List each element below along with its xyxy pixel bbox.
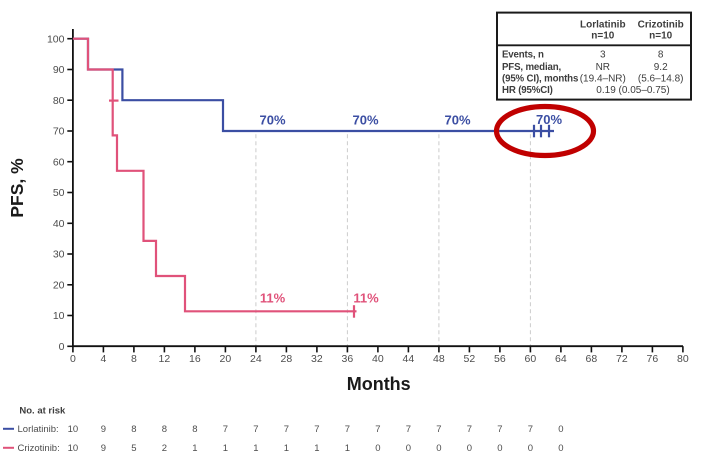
svg-text:HR (95%CI): HR (95%CI) [502,85,553,96]
svg-text:0: 0 [436,443,441,454]
svg-text:44: 44 [403,353,415,365]
svg-text:1: 1 [192,443,197,454]
svg-text:9.2: 9.2 [654,62,668,73]
svg-text:20: 20 [220,353,232,365]
svg-text:7: 7 [314,424,319,435]
svg-text:0: 0 [467,443,472,454]
svg-text:12: 12 [159,353,171,365]
svg-text:70%: 70% [259,112,285,127]
svg-text:PFS, %: PFS, % [7,158,27,218]
svg-text:0: 0 [375,443,380,454]
svg-text:80: 80 [677,353,689,365]
svg-text:60: 60 [53,156,65,168]
svg-text:3: 3 [600,50,606,61]
svg-text:70: 70 [53,126,65,138]
svg-text:64: 64 [555,353,567,365]
svg-text:70%: 70% [536,112,562,127]
svg-text:0.19 (0.05–0.75): 0.19 (0.05–0.75) [596,85,669,96]
svg-text:n=10: n=10 [649,31,673,42]
svg-text:1: 1 [253,443,258,454]
svg-text:28: 28 [281,353,293,365]
svg-text:0: 0 [497,443,502,454]
svg-text:7: 7 [436,424,441,435]
svg-text:(95% CI), months: (95% CI), months [502,74,578,85]
svg-text:(5.6–14.8): (5.6–14.8) [638,74,684,85]
svg-text:7: 7 [406,424,411,435]
svg-text:36: 36 [342,353,354,365]
svg-text:0: 0 [558,424,563,435]
svg-text:16: 16 [189,353,201,365]
svg-text:Crizotinib: Crizotinib [638,20,684,31]
svg-text:40: 40 [53,218,65,230]
svg-text:60: 60 [525,353,537,365]
svg-text:72: 72 [616,353,628,365]
svg-text:10: 10 [53,310,65,322]
svg-text:1: 1 [345,443,350,454]
svg-text:30: 30 [53,249,65,261]
svg-text:8: 8 [131,424,136,435]
svg-text:9: 9 [101,424,106,435]
svg-text:8: 8 [192,424,197,435]
svg-text:56: 56 [494,353,506,365]
svg-text:0: 0 [70,353,76,365]
svg-text:80: 80 [53,95,65,107]
svg-text:1: 1 [284,443,289,454]
svg-text:NR: NR [596,62,610,73]
svg-text:1: 1 [223,443,228,454]
svg-text:Lorlatinib: Lorlatinib [580,20,626,31]
svg-text:7: 7 [528,424,533,435]
svg-text:No. at risk: No. at risk [19,406,66,417]
svg-text:5: 5 [131,443,136,454]
svg-text:PFS, median,: PFS, median, [502,62,561,73]
svg-text:40: 40 [372,353,384,365]
svg-text:100: 100 [47,33,65,45]
svg-text:48: 48 [433,353,445,365]
svg-text:90: 90 [53,64,65,76]
svg-text:Crizotinib:: Crizotinib: [18,443,60,454]
svg-text:8: 8 [162,424,167,435]
svg-text:76: 76 [647,353,659,365]
svg-text:70%: 70% [352,112,378,127]
svg-text:7: 7 [284,424,289,435]
svg-text:Lorlatinib:: Lorlatinib: [18,424,59,435]
svg-text:Months: Months [347,374,411,394]
svg-text:9: 9 [101,443,106,454]
svg-text:7: 7 [497,424,502,435]
svg-text:7: 7 [375,424,380,435]
svg-text:8: 8 [131,353,137,365]
svg-text:11%: 11% [260,291,286,306]
svg-text:2: 2 [162,443,167,454]
svg-text:20: 20 [53,280,65,292]
svg-text:(19.4–NR): (19.4–NR) [580,74,626,85]
svg-text:24: 24 [250,353,262,365]
svg-text:68: 68 [586,353,598,365]
svg-text:0: 0 [528,443,533,454]
svg-text:8: 8 [658,50,664,61]
svg-text:7: 7 [223,424,228,435]
svg-text:1: 1 [314,443,319,454]
svg-text:4: 4 [100,353,106,365]
svg-text:Events, n: Events, n [502,50,544,61]
svg-text:11%: 11% [353,291,379,306]
svg-text:10: 10 [68,443,79,454]
svg-text:0: 0 [406,443,411,454]
svg-text:7: 7 [253,424,258,435]
svg-text:32: 32 [311,353,323,365]
svg-text:7: 7 [467,424,472,435]
svg-text:70%: 70% [444,112,470,127]
svg-text:0: 0 [558,443,563,454]
svg-text:0: 0 [59,341,65,353]
svg-text:10: 10 [68,424,79,435]
svg-text:7: 7 [345,424,350,435]
svg-text:50: 50 [53,187,65,199]
svg-text:n=10: n=10 [591,31,615,42]
svg-text:52: 52 [464,353,476,365]
